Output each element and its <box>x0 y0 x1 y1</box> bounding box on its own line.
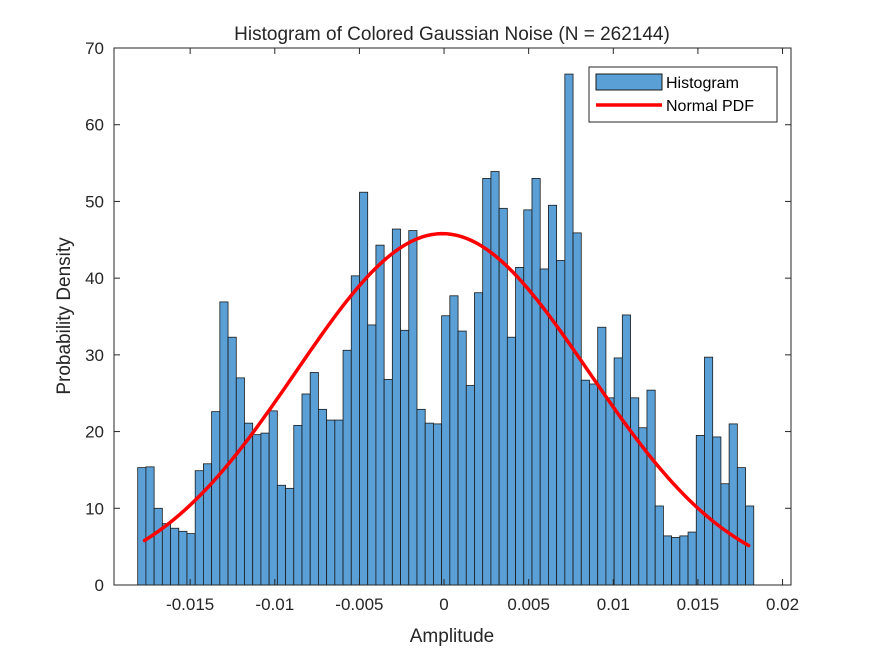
x-axis-ticks: -0.015 -0.01 -0.005 0 0.005 0.01 0.015 0.02 <box>166 48 799 614</box>
x-tick-label: 0.015 <box>677 595 720 614</box>
x-tick-label: -0.01 <box>255 595 294 614</box>
y-tick-label: 70 <box>85 39 104 58</box>
histogram-bar <box>318 408 328 586</box>
histogram-bar <box>211 411 221 586</box>
histogram-bar <box>301 393 311 586</box>
y-tick-label: 40 <box>85 269 104 288</box>
histogram-bar <box>506 336 516 586</box>
histogram-bar <box>400 329 410 586</box>
histogram-bar <box>671 537 681 586</box>
histogram-bar <box>350 275 360 586</box>
histogram-bar <box>276 484 286 586</box>
normal-pdf-curve <box>142 231 751 548</box>
histogram-bar <box>449 295 459 586</box>
legend: Histogram Normal PDF <box>588 66 778 123</box>
histogram-bar <box>342 349 352 586</box>
histogram-bar <box>679 535 689 586</box>
histogram-bar <box>474 292 484 586</box>
histogram-bar <box>203 463 213 586</box>
histogram-bar <box>285 487 295 586</box>
x-tick-label: -0.015 <box>166 595 214 614</box>
histogram-bar <box>572 232 582 586</box>
histogram-bar <box>293 425 303 586</box>
histogram-bar <box>309 372 319 586</box>
histogram-bar <box>161 523 171 586</box>
axes-box <box>113 47 792 586</box>
histogram-bar <box>252 434 262 586</box>
histogram-bar <box>556 260 566 586</box>
histogram-bar <box>728 423 738 586</box>
histogram-bar <box>433 423 443 586</box>
histogram-bar <box>548 204 558 586</box>
histogram-bar <box>244 422 254 586</box>
legend-histogram-label: Histogram <box>666 75 739 92</box>
x-tick-label: 0.02 <box>766 595 799 614</box>
y-axis-ticks: 0 10 20 30 40 50 60 70 <box>85 39 791 595</box>
histogram-bar <box>375 244 385 586</box>
histogram-bar <box>564 73 574 586</box>
histogram-bar <box>457 330 467 586</box>
histogram-bar <box>531 178 541 586</box>
histogram-bar <box>630 397 640 586</box>
histogram-bar <box>704 356 714 586</box>
x-tick-label: 0.01 <box>597 595 630 614</box>
histogram-bar <box>712 436 722 586</box>
histogram-bar <box>145 466 155 586</box>
histogram-bar <box>186 533 196 586</box>
histogram-bar <box>424 422 434 586</box>
histogram-bar <box>391 228 401 586</box>
histogram-bar <box>153 507 163 586</box>
y-tick-label: 50 <box>85 192 104 211</box>
histogram-bar <box>408 230 418 586</box>
histogram-bar <box>539 268 549 586</box>
x-tick-label: 0.005 <box>507 595 550 614</box>
histogram-bar <box>326 419 336 586</box>
histogram-bar <box>268 410 278 586</box>
histogram-bar <box>235 377 245 586</box>
x-axis-label: Amplitude <box>410 626 495 647</box>
histogram-bar <box>137 467 147 586</box>
histogram-bar <box>465 385 475 586</box>
histogram-bar <box>621 314 631 586</box>
histogram-bar <box>441 315 451 586</box>
histogram-bar <box>523 209 533 586</box>
histogram-bar <box>359 191 369 586</box>
histogram-bar <box>194 470 204 586</box>
y-tick-label: 0 <box>95 576 104 595</box>
histogram-bar <box>482 178 492 586</box>
histogram-bar <box>687 531 697 586</box>
histogram-bar <box>646 389 656 586</box>
x-tick-label: -0.005 <box>335 595 383 614</box>
histogram-bar <box>613 357 623 586</box>
histogram-bar <box>219 301 229 586</box>
y-tick-label: 30 <box>85 346 104 365</box>
histogram-bar <box>580 379 590 586</box>
histogram-bar <box>367 324 377 586</box>
chart-title: Histogram of Colored Gaussian Noise (N =… <box>234 24 670 45</box>
y-axis-label: Probability Density <box>54 237 75 395</box>
histogram-bar <box>260 432 270 586</box>
histogram-bar <box>178 530 188 586</box>
legend-normal-pdf-label: Normal PDF <box>666 98 754 115</box>
histogram-bar <box>589 383 599 586</box>
histogram-bar <box>605 397 615 586</box>
histogram-bar <box>490 171 500 586</box>
histogram-bar <box>416 408 426 586</box>
y-tick-label: 10 <box>85 499 104 518</box>
y-tick-label: 60 <box>85 116 104 135</box>
histogram-bar <box>736 467 746 586</box>
histogram-bar <box>383 379 393 586</box>
histogram-bar <box>597 326 607 586</box>
histogram-bar <box>515 267 525 586</box>
histogram-bar <box>170 527 180 586</box>
x-tick-label: 0 <box>439 595 448 614</box>
legend-histogram-swatch <box>595 73 663 91</box>
histogram-bar <box>334 419 344 586</box>
histogram-bar <box>663 535 673 586</box>
histogram-bar <box>654 505 664 586</box>
y-tick-label: 20 <box>85 423 104 442</box>
normal-pdf-line <box>142 231 751 548</box>
